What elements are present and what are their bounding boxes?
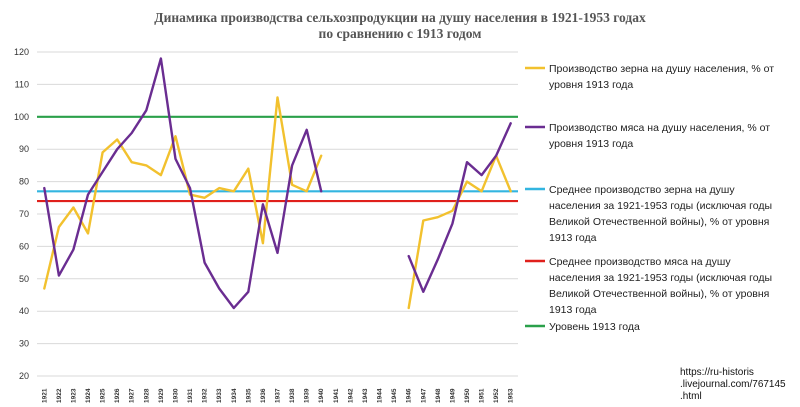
x-tick-label: 1938	[289, 388, 296, 403]
y-tick-label: 100	[14, 112, 29, 122]
series-line-1	[43, 96, 512, 310]
x-tick-label: 1927	[129, 388, 136, 403]
series-lines	[43, 57, 512, 310]
legend: Производство зерна на душу населения, % …	[525, 63, 774, 333]
x-tick-label: 1949	[449, 388, 456, 403]
y-tick-label: 120	[14, 47, 29, 57]
y-tick-label: 70	[19, 209, 29, 219]
y-tick-label: 50	[19, 274, 29, 284]
y-tick-label: 80	[19, 177, 29, 187]
chart-subtitle: по сравнению с 1913 годом	[319, 26, 482, 41]
x-tick-label: 1946	[406, 388, 413, 403]
y-axis-tick-labels: 20 30 40 50 60 70 80 90 100 110 120	[14, 47, 29, 381]
x-tick-label: 1953	[508, 388, 515, 403]
legend-label: Уровень 1913 года	[549, 321, 640, 333]
x-tick-label: 1922	[56, 388, 63, 403]
y-tick-label: 40	[19, 306, 29, 316]
series-line-2	[43, 57, 512, 310]
y-tick-label: 90	[19, 144, 29, 154]
x-tick-label: 1925	[100, 388, 107, 403]
x-axis-tick-labels: 1921 1922 1923 1924 1925 1926 1927 1928 1929 1930…	[41, 388, 514, 403]
reference-lines	[37, 115, 518, 203]
x-tick-label: 1942	[347, 388, 354, 403]
x-tick-label: 1945	[391, 388, 398, 403]
x-tick-label: 1948	[435, 388, 442, 403]
x-tick-label: 1941	[333, 388, 340, 403]
x-tick-label: 1923	[70, 388, 77, 403]
chart-title-group: Динамика производства сельхозпродукции н…	[154, 10, 646, 41]
x-tick-label: 1935	[245, 388, 252, 403]
legend-label: Производство зерна на душу населения, % …	[549, 63, 774, 75]
x-tick-label: 1933	[216, 388, 223, 403]
y-tick-label: 60	[19, 241, 29, 251]
y-tick-label: 20	[19, 371, 29, 381]
x-tick-label: 1931	[187, 388, 194, 403]
y-tick-label: 30	[19, 339, 29, 349]
legend-label: Производство мяса на душу населения, % о…	[549, 122, 770, 134]
legend-label: уровня 1913 года	[549, 138, 633, 150]
x-tick-label: 1943	[362, 388, 369, 403]
x-tick-label: 1940	[318, 388, 325, 403]
chart-title: Динамика производства сельхозпродукции н…	[154, 10, 646, 25]
legend-label: 1913 года	[549, 304, 597, 316]
x-tick-label: 1944	[377, 388, 384, 403]
x-tick-label: 1921	[41, 388, 48, 403]
source-url-line: .html	[680, 391, 702, 402]
x-tick-label: 1926	[114, 388, 121, 403]
x-tick-label: 1936	[260, 388, 267, 403]
legend-label: Среднее производство зерна на душу	[549, 184, 735, 196]
x-tick-label: 1924	[85, 388, 92, 403]
x-tick-label: 1929	[158, 388, 165, 403]
x-tick-label: 1947	[420, 388, 427, 403]
x-tick-label: 1937	[275, 388, 282, 403]
x-tick-label: 1928	[143, 388, 150, 403]
source-url-line: .livejournal.com/767145	[680, 379, 786, 390]
legend-label: населения за 1921-1953 годы (исключая го…	[549, 200, 772, 212]
x-tick-label: 1951	[479, 388, 486, 403]
x-tick-label: 1932	[202, 388, 209, 403]
source-url-line: https://ru-historis	[680, 367, 754, 378]
legend-label: уровня 1913 года	[549, 79, 633, 91]
source-url-note: https://ru-historis.livejournal.com/7671…	[680, 367, 786, 402]
legend-label: 1913 года	[549, 232, 597, 244]
legend-label: Великой Отечественной войны), % от уровн…	[549, 216, 769, 228]
legend-label: Великой Отечественной войны), % от уровн…	[549, 288, 769, 300]
legend-label: Среднее производство мяса на душу	[549, 256, 731, 268]
x-tick-label: 1939	[304, 388, 311, 403]
legend-label: населения за 1921-1953 годы (исключая го…	[549, 272, 772, 284]
x-tick-label: 1950	[464, 388, 471, 403]
y-tick-label: 110	[15, 79, 29, 89]
x-tick-label: 1934	[231, 388, 238, 403]
x-tick-label: 1930	[172, 388, 179, 403]
x-tick-label: 1952	[493, 388, 500, 403]
